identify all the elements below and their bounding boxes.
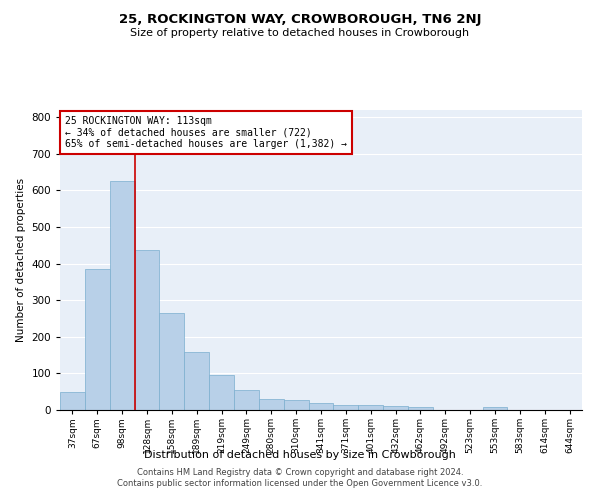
- Bar: [284, 400, 308, 410]
- Bar: [85, 269, 110, 410]
- Bar: [482, 407, 508, 410]
- Bar: [209, 375, 234, 410]
- Bar: [110, 182, 134, 410]
- Bar: [60, 392, 85, 410]
- Bar: [184, 352, 209, 410]
- Bar: [358, 404, 383, 410]
- Bar: [308, 404, 334, 410]
- Bar: [160, 313, 184, 410]
- Bar: [408, 408, 433, 410]
- Text: Size of property relative to detached houses in Crowborough: Size of property relative to detached ho…: [130, 28, 470, 38]
- Bar: [259, 399, 284, 410]
- Text: 25, ROCKINGTON WAY, CROWBOROUGH, TN6 2NJ: 25, ROCKINGTON WAY, CROWBOROUGH, TN6 2NJ: [119, 12, 481, 26]
- Text: Distribution of detached houses by size in Crowborough: Distribution of detached houses by size …: [144, 450, 456, 460]
- Bar: [234, 390, 259, 410]
- Bar: [334, 405, 358, 410]
- Text: Contains HM Land Registry data © Crown copyright and database right 2024.
Contai: Contains HM Land Registry data © Crown c…: [118, 468, 482, 487]
- Y-axis label: Number of detached properties: Number of detached properties: [16, 178, 26, 342]
- Bar: [383, 406, 408, 410]
- Bar: [134, 250, 160, 410]
- Text: 25 ROCKINGTON WAY: 113sqm
← 34% of detached houses are smaller (722)
65% of semi: 25 ROCKINGTON WAY: 113sqm ← 34% of detac…: [65, 116, 347, 149]
